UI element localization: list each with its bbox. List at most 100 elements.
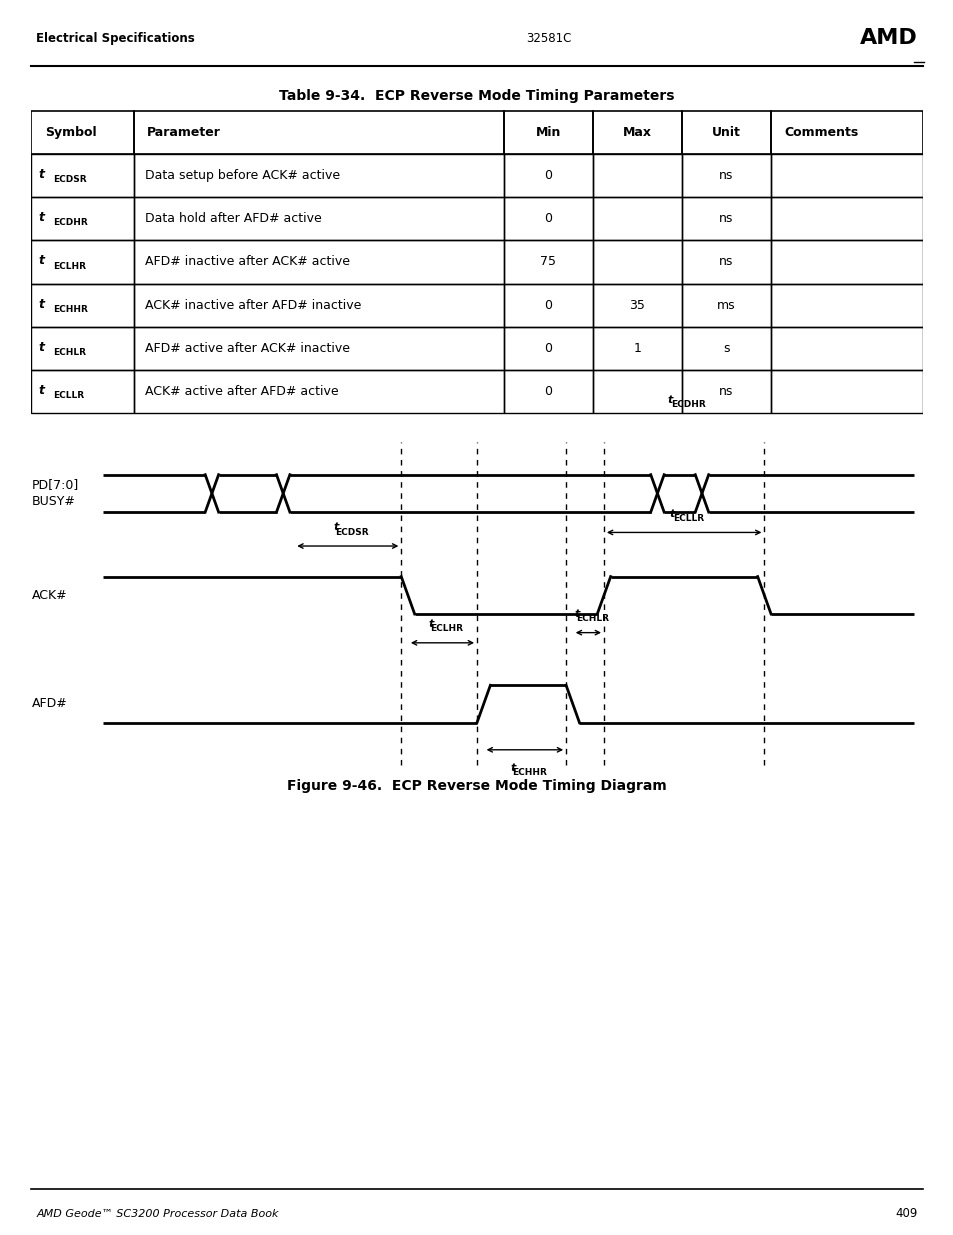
- Bar: [31, 284, 133, 327]
- Text: AMD Geode™ SC3200 Processor Data Book: AMD Geode™ SC3200 Processor Data Book: [36, 1209, 278, 1219]
- Text: Data hold after AFD# active: Data hold after AFD# active: [145, 212, 321, 225]
- Text: ECHLR: ECHLR: [52, 348, 86, 357]
- Bar: [592, 284, 681, 327]
- Bar: [770, 370, 922, 412]
- Text: Comments: Comments: [783, 126, 858, 138]
- Text: Figure 9-46.  ECP Reverse Mode Timing Diagram: Figure 9-46. ECP Reverse Mode Timing Dia…: [287, 779, 666, 793]
- Bar: [770, 198, 922, 241]
- Bar: [31, 154, 133, 198]
- Bar: [31, 241, 133, 284]
- Text: Electrical Specifications: Electrical Specifications: [36, 32, 194, 44]
- Text: ECDSR: ECDSR: [335, 527, 369, 536]
- Bar: [592, 370, 681, 412]
- Bar: [133, 111, 503, 154]
- Text: ECHHR: ECHHR: [52, 305, 88, 314]
- Bar: [133, 370, 503, 412]
- Text: Symbol: Symbol: [45, 126, 96, 138]
- Text: 409: 409: [895, 1208, 917, 1220]
- Bar: [592, 154, 681, 198]
- Text: 0: 0: [544, 385, 552, 398]
- Bar: [681, 198, 770, 241]
- Bar: [133, 154, 503, 198]
- Text: BUSY#: BUSY#: [31, 495, 75, 509]
- Text: ECHLR: ECHLR: [576, 614, 609, 624]
- Text: ACK#: ACK#: [31, 589, 67, 601]
- Text: ns: ns: [719, 385, 733, 398]
- Text: ECLLR: ECLLR: [673, 514, 703, 522]
- Text: 0: 0: [544, 299, 552, 311]
- Text: 35: 35: [629, 299, 644, 311]
- Text: ms: ms: [717, 299, 735, 311]
- Text: ns: ns: [719, 169, 733, 182]
- Bar: [592, 241, 681, 284]
- Bar: [503, 154, 592, 198]
- Bar: [503, 241, 592, 284]
- Bar: [770, 241, 922, 284]
- Bar: [592, 198, 681, 241]
- Bar: [133, 284, 503, 327]
- Bar: [503, 198, 592, 241]
- Text: AFD# inactive after ACK# active: AFD# inactive after ACK# active: [145, 256, 350, 268]
- Text: ECDHR: ECDHR: [671, 400, 705, 409]
- Bar: [503, 111, 592, 154]
- Text: Data setup before ACK# active: Data setup before ACK# active: [145, 169, 339, 182]
- Bar: [31, 198, 133, 241]
- Text: AFD# active after ACK# inactive: AFD# active after ACK# inactive: [145, 342, 350, 354]
- Bar: [503, 284, 592, 327]
- Text: ACK# inactive after AFD# inactive: ACK# inactive after AFD# inactive: [145, 299, 360, 311]
- Bar: [31, 327, 133, 370]
- Text: Max: Max: [622, 126, 651, 138]
- Bar: [770, 111, 922, 154]
- Text: s: s: [722, 342, 729, 354]
- Text: t: t: [38, 168, 45, 182]
- Text: 75: 75: [539, 256, 556, 268]
- Text: t: t: [428, 619, 433, 630]
- Bar: [592, 327, 681, 370]
- Bar: [592, 111, 681, 154]
- Bar: [770, 327, 922, 370]
- Bar: [133, 198, 503, 241]
- Text: AFD#: AFD#: [31, 698, 67, 710]
- Bar: [681, 284, 770, 327]
- Text: t: t: [669, 509, 675, 519]
- Text: ns: ns: [719, 256, 733, 268]
- Text: ACK# active after AFD# active: ACK# active after AFD# active: [145, 385, 338, 398]
- Text: Min: Min: [535, 126, 560, 138]
- Bar: [31, 370, 133, 412]
- Text: Unit: Unit: [711, 126, 740, 138]
- Bar: [503, 370, 592, 412]
- Text: 0: 0: [544, 342, 552, 354]
- Text: Table 9-34.  ECP Reverse Mode Timing Parameters: Table 9-34. ECP Reverse Mode Timing Para…: [279, 89, 674, 103]
- Text: t: t: [38, 384, 45, 396]
- Bar: [681, 327, 770, 370]
- Text: t: t: [38, 341, 45, 353]
- Bar: [770, 284, 922, 327]
- Bar: [503, 327, 592, 370]
- Text: 32581C: 32581C: [525, 32, 571, 44]
- Text: ECHHR: ECHHR: [512, 768, 546, 777]
- Bar: [681, 154, 770, 198]
- Text: AMD: AMD: [859, 28, 917, 48]
- Bar: [133, 241, 503, 284]
- Text: t: t: [38, 298, 45, 311]
- Text: ECLHR: ECLHR: [52, 262, 86, 270]
- Text: ECDHR: ECDHR: [52, 219, 88, 227]
- Text: t: t: [334, 522, 338, 532]
- Bar: [681, 370, 770, 412]
- Text: t: t: [574, 609, 578, 619]
- Text: 1: 1: [633, 342, 640, 354]
- Text: t: t: [38, 254, 45, 268]
- Bar: [681, 241, 770, 284]
- Text: 0: 0: [544, 169, 552, 182]
- Text: t: t: [510, 763, 516, 773]
- Text: PD[7:0]: PD[7:0]: [31, 478, 79, 492]
- Text: t: t: [666, 395, 672, 405]
- Text: ECLLR: ECLLR: [52, 391, 84, 400]
- Text: t: t: [38, 211, 45, 225]
- Bar: [133, 327, 503, 370]
- Text: ECLHR: ECLHR: [430, 625, 463, 634]
- Bar: [770, 154, 922, 198]
- Text: ECDSR: ECDSR: [52, 175, 87, 184]
- Text: 0: 0: [544, 212, 552, 225]
- Text: Parameter: Parameter: [147, 126, 221, 138]
